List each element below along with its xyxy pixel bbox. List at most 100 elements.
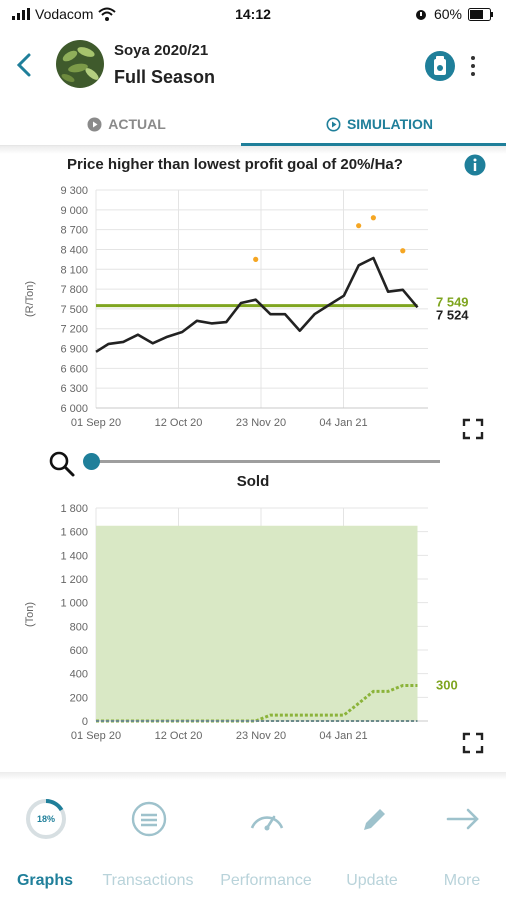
chevron-left-icon xyxy=(16,53,31,77)
tab-simulation[interactable]: SIMULATION xyxy=(253,102,506,146)
sold-line xyxy=(96,684,418,723)
nav-update-label: Update xyxy=(346,872,398,889)
y-tick-label: 6 000 xyxy=(60,403,88,415)
wifi-icon xyxy=(98,7,117,21)
available-area xyxy=(96,525,418,721)
y-tick-label: 400 xyxy=(70,669,88,681)
y-tick-label: 800 xyxy=(70,621,88,633)
y-tick-label: 1 000 xyxy=(60,598,88,610)
kebab-dot xyxy=(471,64,475,68)
status-bar: Vodacom 14:12 60% xyxy=(0,0,506,30)
crop-title: Soya 2020/21 xyxy=(114,42,209,59)
info-icon xyxy=(464,154,486,176)
target-price-point xyxy=(356,223,362,229)
battery-percent: 60% xyxy=(433,6,462,22)
zoom-slider-track[interactable] xyxy=(88,460,440,463)
tab-actual[interactable]: ACTUAL xyxy=(0,102,253,146)
nav-shadow xyxy=(0,772,506,780)
target-price-point xyxy=(370,215,376,221)
y-tick-label: 200 xyxy=(70,692,88,704)
y-tick-label: 7 800 xyxy=(60,284,88,296)
target-price-point xyxy=(253,256,259,262)
crop-avatar xyxy=(56,40,104,88)
list-circle-icon xyxy=(131,801,167,837)
nav-more[interactable]: More xyxy=(412,792,506,892)
view-tabs: ACTUAL SIMULATION xyxy=(0,102,506,146)
y-axis-label: (Ton) xyxy=(24,602,36,627)
soybean-plant-icon xyxy=(56,40,104,88)
zoom-button[interactable] xyxy=(48,450,76,478)
y-tick-label: 7 200 xyxy=(60,324,88,336)
progress-badge: 18% xyxy=(37,814,55,824)
y-tick-label: 7 500 xyxy=(60,304,88,316)
y-tick-label: 8 400 xyxy=(60,244,88,256)
y-tick-label: 8 100 xyxy=(60,264,88,276)
y-tick-label: 1 400 xyxy=(60,550,88,562)
price-chart-title: Price higher than lowest profit goal of … xyxy=(67,156,403,173)
goal-end-label: 7 549 xyxy=(436,295,469,310)
progress-ring-icon: 18% xyxy=(26,799,66,839)
sold-end-label: 300 xyxy=(436,678,458,693)
x-tick-label: 12 Oct 20 xyxy=(155,417,203,429)
fullscreen-icon xyxy=(462,418,484,440)
nav-graphs[interactable]: 18% Graphs xyxy=(0,792,95,892)
nav-transactions-label: Transactions xyxy=(102,872,194,889)
x-tick-label: 23 Nov 20 xyxy=(236,417,286,429)
tabs-shadow xyxy=(0,146,506,154)
nav-update[interactable]: Update xyxy=(322,792,422,892)
back-button[interactable] xyxy=(10,50,38,80)
more-options-button[interactable] xyxy=(464,52,482,80)
sold-chart: 1 800 1 600 1 400 1 200 1 000 800 600 400 200 0 01… xyxy=(24,503,458,742)
kebab-dot xyxy=(471,56,475,60)
play-circle-icon xyxy=(87,117,102,131)
gauge-icon xyxy=(250,815,284,831)
y-tick-label: 6 300 xyxy=(60,383,88,395)
nav-transactions[interactable]: Transactions xyxy=(98,792,198,892)
y-tick-label: 6 600 xyxy=(60,363,88,375)
y-tick-label: 0 xyxy=(82,716,88,728)
search-icon xyxy=(49,451,75,477)
pencil-icon xyxy=(364,809,385,830)
y-tick-label: 1 600 xyxy=(60,527,88,539)
y-tick-label: 6 900 xyxy=(60,344,88,356)
alarm-icon xyxy=(415,10,426,20)
fullscreen-sold-button[interactable] xyxy=(462,732,484,754)
play-circle-outline-icon xyxy=(326,117,341,131)
y-tick-label: 8 700 xyxy=(60,225,88,237)
app-header: Soya 2020/21 Full Season xyxy=(0,30,506,102)
nav-performance[interactable]: Performance xyxy=(216,792,316,892)
crop-season: Full Season xyxy=(114,67,216,87)
x-tick-label: 04 Jan 21 xyxy=(319,730,367,742)
fullscreen-icon xyxy=(462,732,484,754)
x-tick-label: 01 Sep 20 xyxy=(71,417,121,429)
nav-performance-label: Performance xyxy=(220,872,312,889)
carrier-name: Vodacom xyxy=(35,6,94,22)
y-tick-label: 1 800 xyxy=(60,503,88,515)
kebab-dot xyxy=(471,72,475,76)
status-time: 14:12 xyxy=(235,6,271,22)
sold-chart-title: Sold xyxy=(236,473,270,490)
storage-bag-icon xyxy=(425,51,455,81)
x-tick-label: 01 Sep 20 xyxy=(71,730,121,742)
price-chart: 9 300 9 000 8 700 8 400 8 100 7 800 7 500 7 200… xyxy=(24,185,469,429)
tab-actual-label: ACTUAL xyxy=(108,116,166,132)
info-button[interactable] xyxy=(464,154,486,176)
battery-icon xyxy=(468,7,493,21)
nav-graphs-label: Graphs xyxy=(16,872,73,889)
y-tick-label: 9 000 xyxy=(60,205,88,217)
nav-more-label: More xyxy=(443,872,481,889)
y-tick-label: 1 200 xyxy=(60,574,88,586)
bottom-nav: 18% Graphs Transactions Performance Upda… xyxy=(0,780,506,900)
fullscreen-price-button[interactable] xyxy=(462,418,484,440)
farm-store-button[interactable] xyxy=(424,50,456,82)
y-tick-label: 600 xyxy=(70,645,88,657)
x-tick-label: 04 Jan 21 xyxy=(319,417,367,429)
status-left: Vodacom xyxy=(12,6,117,22)
tab-simulation-label: SIMULATION xyxy=(346,116,434,132)
target-price-point xyxy=(400,248,406,254)
y-tick-label: 9 300 xyxy=(60,185,88,197)
y-axis-label: (R/Ton) xyxy=(24,281,36,317)
x-tick-label: 23 Nov 20 xyxy=(236,730,286,742)
zoom-slider-thumb[interactable] xyxy=(83,453,100,470)
price-end-label: 7 524 xyxy=(436,308,469,323)
